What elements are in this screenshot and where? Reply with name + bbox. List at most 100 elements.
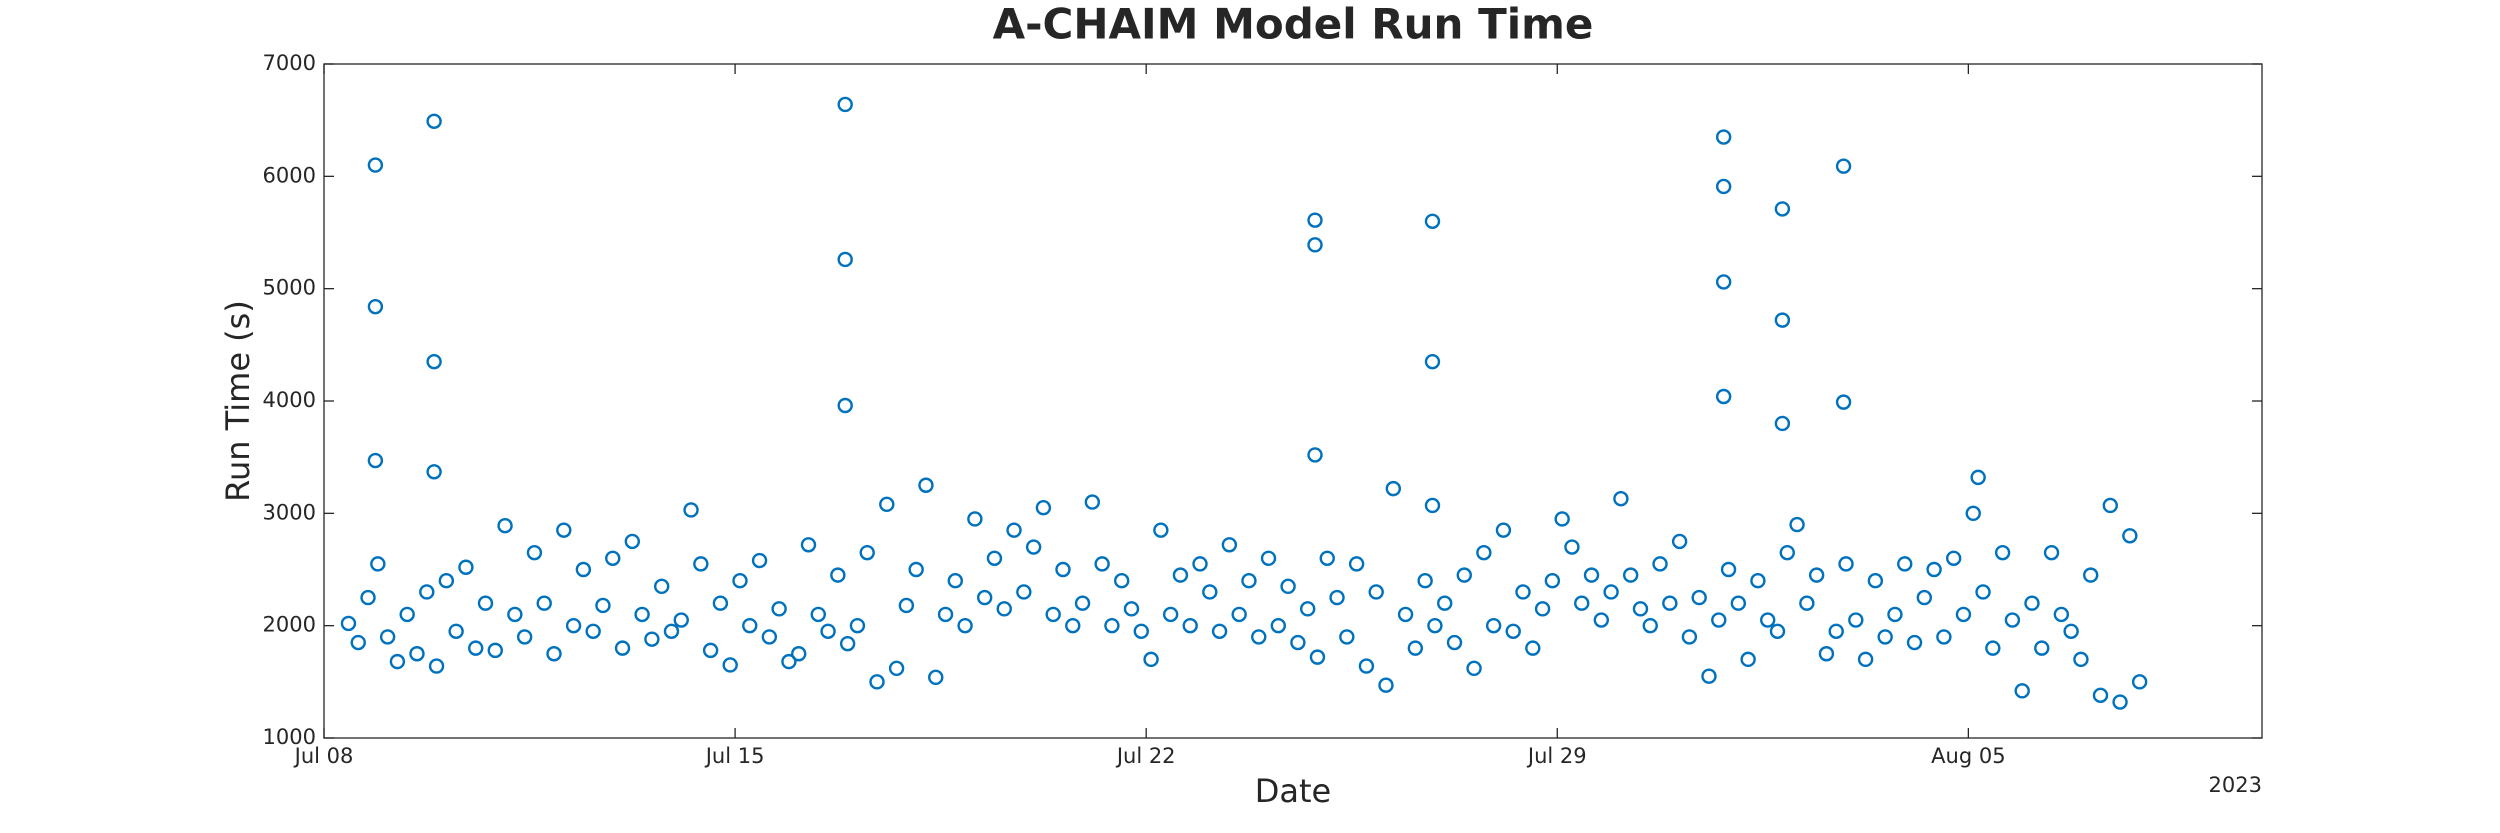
data-point: [1838, 556, 1854, 572]
data-point: [1114, 573, 1130, 589]
data-point: [536, 595, 552, 611]
data-point: [367, 157, 384, 173]
data-point: [1848, 612, 1864, 628]
data-point: [1358, 658, 1375, 674]
data-point: [1835, 394, 1852, 410]
data-point: [908, 561, 924, 578]
data-point: [1779, 544, 1795, 561]
data-point: [1916, 589, 1933, 606]
data-point: [712, 595, 729, 611]
data-point: [426, 464, 442, 480]
data-point: [1750, 573, 1766, 589]
data-point: [751, 552, 768, 569]
data-point: [516, 629, 533, 645]
data-point: [1945, 550, 1962, 566]
data-point: [1789, 516, 1805, 533]
data-point: [1476, 544, 1492, 561]
data-point: [1701, 668, 1717, 684]
data-point: [663, 623, 680, 639]
data-point: [800, 537, 817, 553]
data-point: [1133, 623, 1149, 639]
x-axis-label: Date: [1255, 772, 1331, 810]
data-point: [1211, 623, 1228, 639]
data-point: [1730, 595, 1747, 611]
data-point: [653, 578, 670, 595]
data-point: [448, 623, 464, 639]
data-point: [947, 573, 964, 589]
data-point: [2122, 528, 2138, 544]
data-point: [1065, 617, 1081, 634]
data-point: [1094, 556, 1110, 572]
data-point: [1055, 561, 1071, 578]
data-point: [1671, 533, 1688, 550]
x-year-label: 2023: [2209, 773, 2262, 797]
data-point: [879, 496, 895, 513]
data-point: [2102, 497, 2118, 514]
data-point: [1808, 567, 1825, 583]
data-point: [986, 550, 1003, 566]
data-point: [458, 559, 474, 575]
data-point: [556, 522, 572, 538]
data-point: [1035, 500, 1052, 516]
data-point: [1368, 584, 1384, 600]
data-point: [379, 629, 396, 645]
data-point: [426, 113, 442, 129]
data-point: [1251, 629, 1267, 645]
data-point: [1525, 640, 1541, 656]
data-point: [1424, 497, 1441, 514]
data-point: [1143, 651, 1159, 668]
data-point: [837, 96, 853, 113]
data-point: [1153, 522, 1169, 538]
data-point: [1662, 595, 1678, 611]
data-point: [1172, 567, 1189, 583]
data-point: [771, 601, 787, 617]
data-point: [1642, 617, 1658, 634]
data-point: [2092, 687, 2109, 704]
y-tick-label: 5000: [263, 276, 316, 300]
y-axis-label: Run Time (s): [219, 300, 257, 502]
data-point: [1241, 573, 1257, 589]
data-point: [1994, 544, 2011, 561]
data-point: [575, 561, 592, 578]
y-tick-label: 4000: [263, 388, 316, 412]
data-point: [996, 601, 1012, 617]
y-tick-label: 3000: [263, 500, 316, 524]
data-point: [1715, 388, 1732, 405]
data-point: [1828, 623, 1844, 639]
data-point: [1715, 274, 1732, 290]
data-point: [1407, 640, 1424, 656]
data-point: [389, 653, 406, 670]
y-tick-label: 1000: [263, 725, 316, 749]
data-point: [1715, 178, 1732, 195]
data-point: [2073, 651, 2089, 668]
data-point: [1329, 589, 1345, 606]
data-point: [1221, 537, 1238, 553]
data-point: [1857, 651, 1874, 668]
data-point: [1926, 561, 1942, 578]
data-point: [1397, 606, 1414, 623]
data-point: [634, 606, 650, 623]
data-point: [1424, 353, 1441, 370]
data-point: [810, 606, 826, 623]
data-point: [1378, 677, 1394, 693]
data-point: [367, 452, 384, 469]
data-point: [1818, 646, 1835, 662]
data-point: [1006, 522, 1022, 538]
data-point: [1652, 556, 1668, 572]
data-point: [820, 623, 836, 639]
data-point: [1084, 494, 1101, 510]
data-point: [1162, 606, 1179, 623]
data-point: [1774, 415, 1791, 432]
data-point: [340, 615, 357, 632]
data-point: [1505, 623, 1521, 639]
data-point: [1339, 629, 1355, 645]
data-point: [1544, 573, 1561, 589]
data-point: [1534, 601, 1551, 617]
data-point: [1270, 617, 1287, 634]
data-point: [1970, 469, 1986, 486]
data-point: [1437, 595, 1453, 611]
data-point: [477, 595, 494, 611]
data-point: [468, 640, 484, 656]
